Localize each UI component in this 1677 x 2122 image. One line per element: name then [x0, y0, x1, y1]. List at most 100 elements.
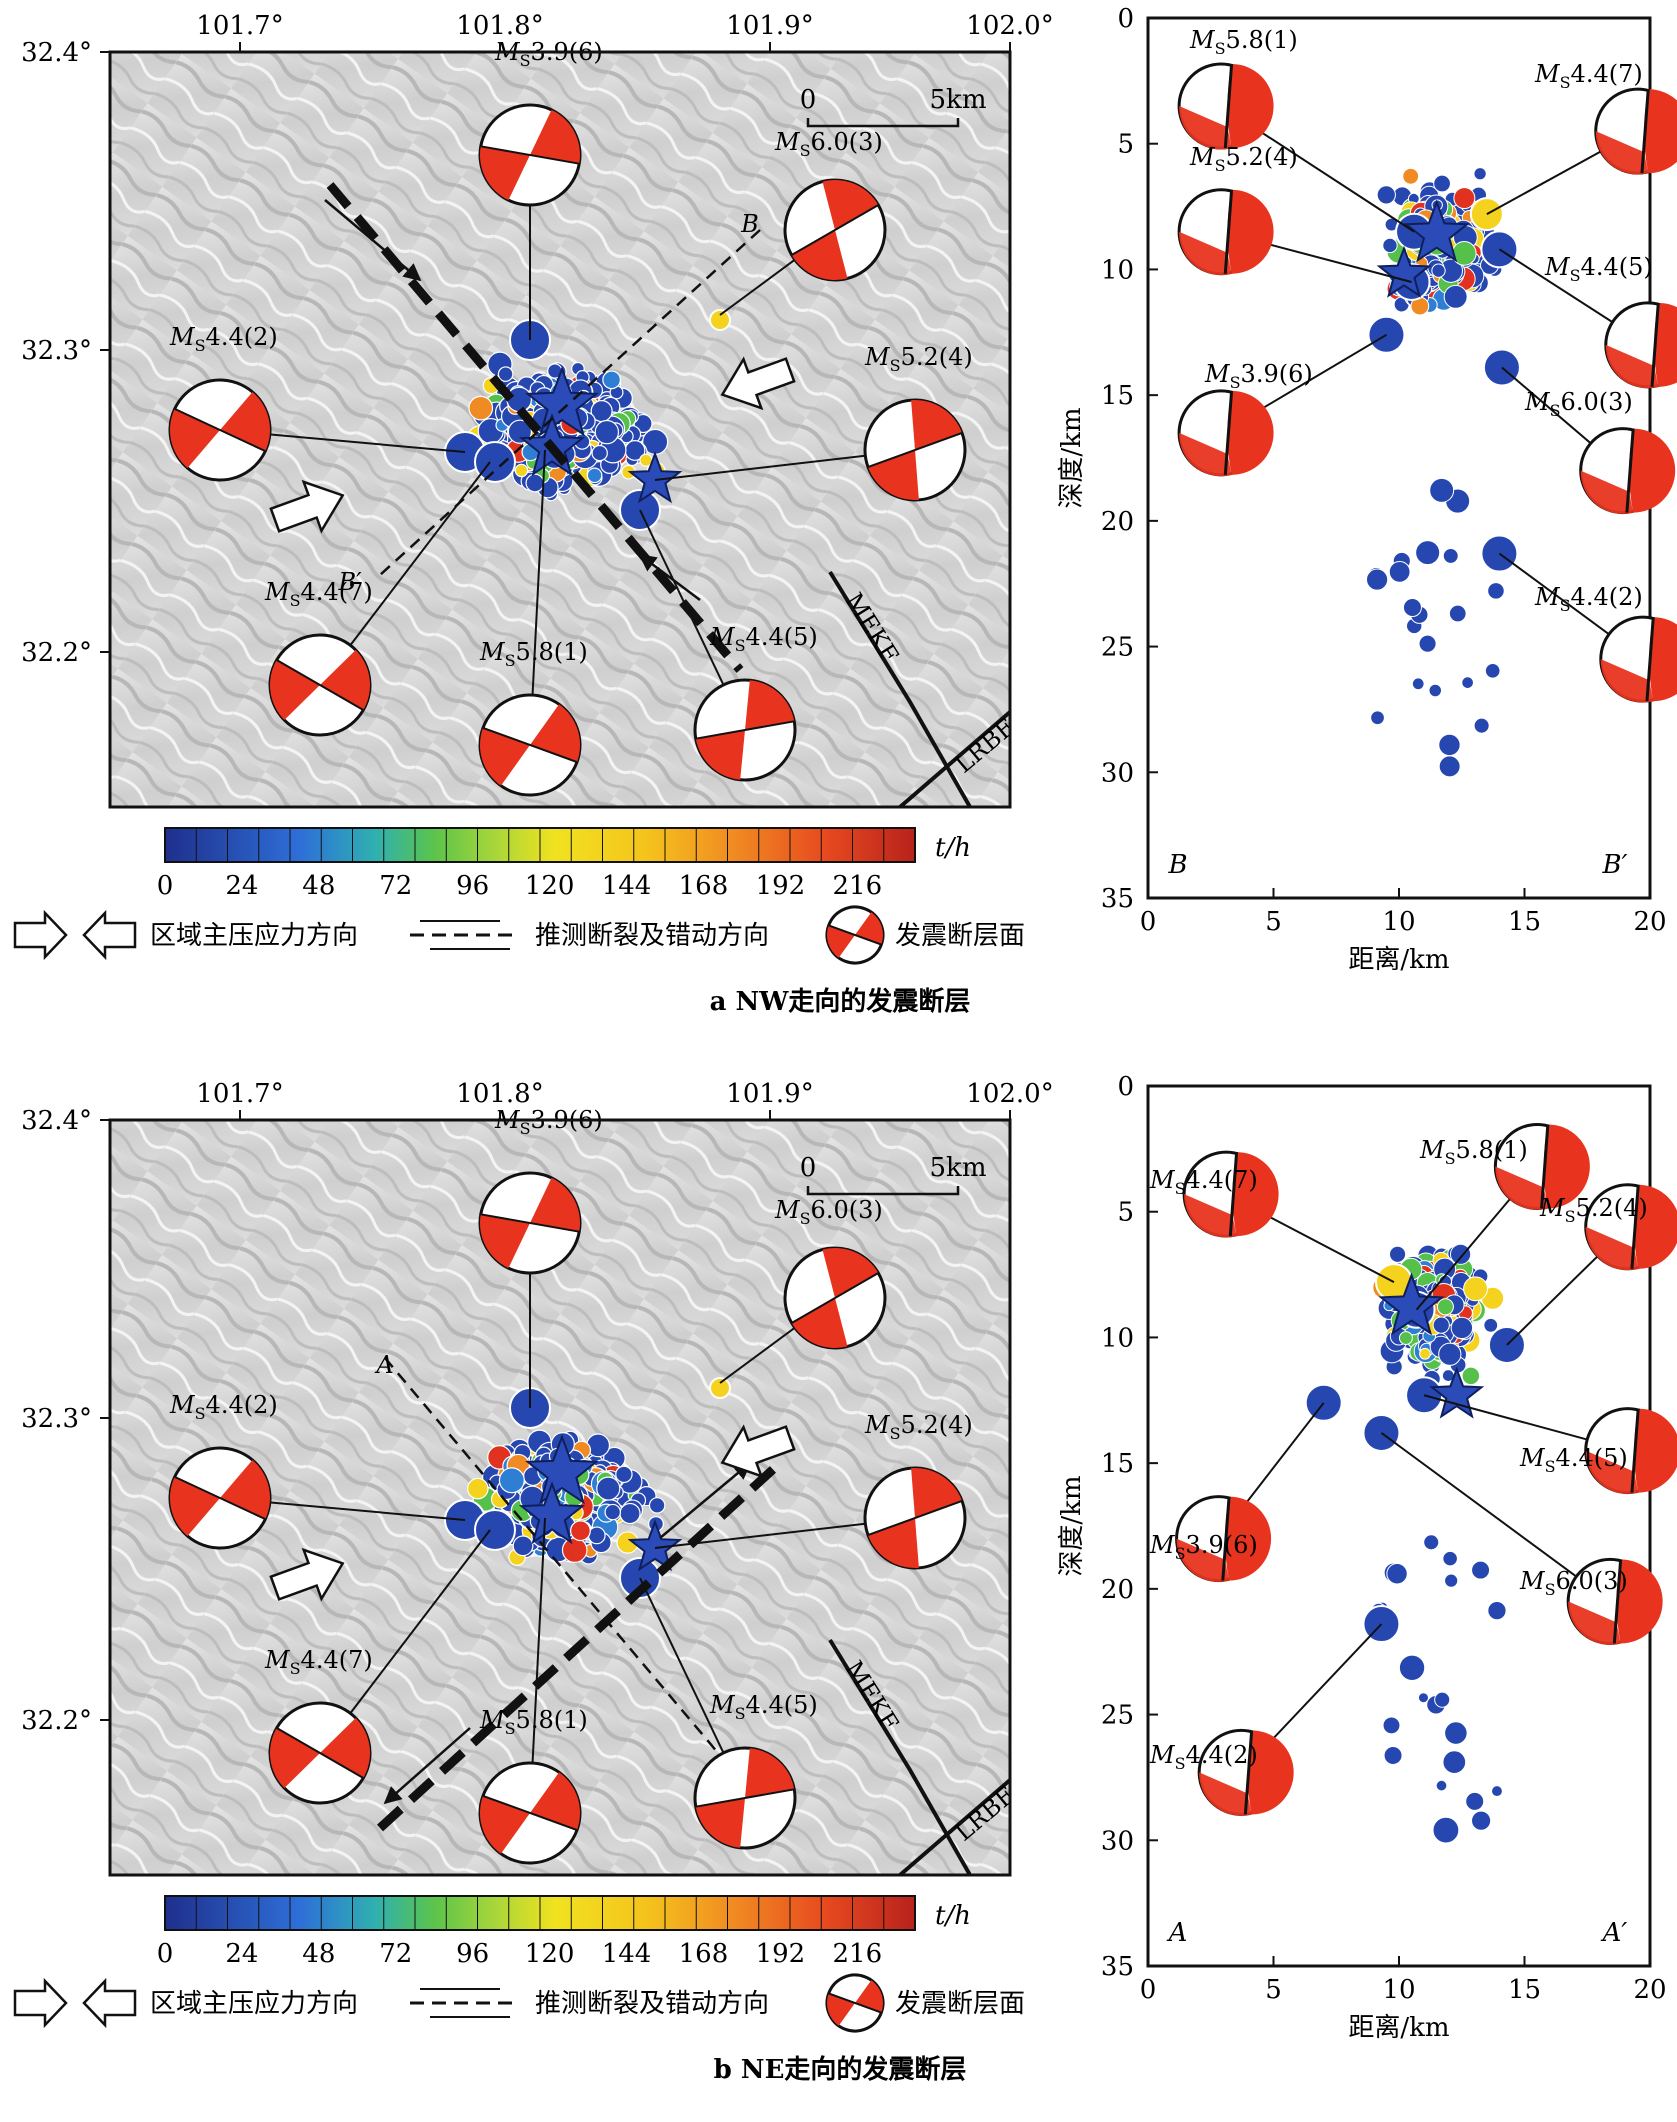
ms-symbol: M	[1534, 60, 1561, 88]
ms-subscript: S	[1550, 401, 1561, 420]
time-colorbar: 0 24 48 72 96 120 144 168 192 216 t/h	[157, 827, 971, 901]
deep-hypocenter	[1435, 1779, 1448, 1792]
deep-hypocenter	[1444, 1721, 1468, 1745]
aftershock-epicenter	[591, 444, 608, 462]
deep-hypocenter	[1487, 1601, 1507, 1621]
ms-symbol: M	[1149, 1166, 1176, 1194]
legend-beachball	[825, 905, 885, 965]
aftershock-epicenter	[587, 1526, 606, 1545]
magnitude-value: 6.0(3)	[811, 128, 883, 156]
beachball-quadrant	[1224, 1496, 1272, 1581]
deep-hypocenter	[1418, 634, 1437, 653]
nodal-plane	[1630, 1408, 1640, 1493]
colorbar-tick-label: 96	[456, 871, 489, 901]
magnitude-label: MS4.4(5)	[1544, 253, 1653, 285]
ms-subscript: S	[1215, 39, 1226, 58]
ms-subscript: S	[1570, 266, 1581, 285]
scale-label-zero: 0	[800, 85, 817, 115]
deep-hypocenter	[1370, 710, 1385, 726]
colorbar-tick-label: 72	[379, 871, 412, 901]
aftershock-hypocenter	[1398, 1331, 1413, 1346]
magnitude-label: MS5.8(1)	[1189, 26, 1298, 58]
mechanism-hypocenter	[1480, 230, 1519, 269]
nodal-plane	[1228, 1152, 1239, 1237]
ms-symbol: M	[479, 638, 506, 666]
deep-hypocenter	[1473, 717, 1490, 734]
magnitude-value: 5.8(1)	[1226, 26, 1298, 54]
aftershock-epicenter	[561, 1537, 588, 1563]
section-mechanism-label: MS6.0(3)	[1519, 1567, 1628, 1599]
inferred-fault	[326, 182, 744, 673]
depth-tick-label: 5	[1117, 130, 1134, 160]
aftershock-epicenter	[570, 1520, 591, 1542]
deep-hypocenter	[1491, 1785, 1503, 1798]
mainshock-star	[1376, 245, 1432, 298]
section-start-label: A	[1167, 1918, 1188, 1948]
distance-tick-label: 5	[1265, 907, 1282, 937]
mainshock-star	[518, 1481, 586, 1545]
ms-symbol: M	[1189, 143, 1216, 171]
ms-subscript: S	[1215, 156, 1226, 175]
nodal-plane	[1625, 428, 1635, 513]
deep-hypocenter	[1471, 1560, 1491, 1580]
magnitude-label: MS4.4(5)	[709, 623, 818, 655]
colorbar-tick-label: 120	[525, 1939, 575, 1969]
magnitude-value: 4.4(2)	[206, 1391, 278, 1419]
depth-tick-label: 25	[1101, 1701, 1134, 1731]
beachball-quadrant	[270, 660, 320, 721]
magnitude-label: MS5.8(1)	[1419, 1136, 1528, 1168]
ms-subscript: S	[1545, 1580, 1556, 1599]
magnitude-label: MS5.2(4)	[864, 1411, 973, 1443]
beachball-quadrant	[791, 1298, 848, 1348]
deep-hypocenter	[1438, 755, 1461, 778]
ms-symbol: M	[1534, 583, 1561, 611]
colorbar-tick-label: 144	[602, 871, 652, 901]
beachball-quadrant	[320, 649, 370, 710]
section-mechanism-label: MS4.4(5)	[1519, 1444, 1628, 1476]
aftershock-epicenter	[615, 1465, 633, 1484]
nodal-plane	[276, 659, 364, 711]
focal-mechanism-beachball	[478, 1171, 582, 1275]
section-mechanism-label: MS5.8(1)	[1189, 26, 1298, 58]
ms-subscript: S	[890, 356, 901, 375]
magnitude-value: 4.4(7)	[301, 578, 373, 606]
section-mechanism-label: MS4.4(7)	[1149, 1166, 1258, 1198]
ms-subscript: S	[1175, 1179, 1186, 1198]
ms-symbol: M	[864, 1411, 891, 1439]
map-mechanism-label: MS4.4(5)	[709, 623, 818, 655]
deep-hypocenter	[1487, 582, 1505, 600]
focal-mechanism-beachball	[168, 1446, 272, 1550]
beachball-quadrant	[1179, 432, 1232, 477]
stress-arrow	[269, 479, 345, 534]
beachball-quadrant	[1176, 1538, 1230, 1582]
beachball-quadrant	[480, 727, 530, 786]
scale-label-distance: 5km	[930, 85, 987, 115]
mainshock-star	[525, 366, 599, 437]
magnitude-label: MS6.0(3)	[1524, 388, 1633, 420]
magnitude-label: MS3.9(6)	[494, 38, 603, 70]
focal-mechanism-beachball	[268, 1701, 372, 1805]
scale-bar	[806, 118, 960, 128]
map-legend: 区域主压应力方向 推测断裂及错动方向 发震断层面	[13, 905, 1025, 965]
colorbar-tick-label: 168	[679, 1939, 729, 1969]
beachball-quadrant	[1232, 1152, 1279, 1237]
map-mechanism-label: MS4.4(2)	[169, 323, 278, 355]
magnitude-value: 5.2(4)	[1576, 1194, 1648, 1222]
magnitude-value: 6.0(3)	[811, 1196, 883, 1224]
deep-hypocenter	[1423, 1534, 1440, 1551]
beachball-quadrant	[1199, 1772, 1252, 1816]
ms-symbol: M	[1519, 1444, 1546, 1472]
profile-end-label: B′	[337, 568, 362, 596]
magnitude-label: MS3.9(6)	[494, 1106, 603, 1138]
magnitude-value: 5.8(1)	[516, 1706, 588, 1734]
ms-subscript: S	[290, 1659, 301, 1678]
beachball-quadrant	[1634, 1184, 1677, 1269]
beachball-quadrant	[1654, 302, 1677, 387]
lat-tick-label: 32.2°	[21, 1706, 92, 1736]
section-mechanism-label: MS5.2(4)	[1539, 1194, 1648, 1226]
colorbar-tick-label: 0	[157, 871, 174, 901]
depth-tick-label: 25	[1101, 633, 1134, 663]
deep-hypocenter	[1398, 1654, 1426, 1681]
nodal-plane	[1243, 1730, 1254, 1815]
